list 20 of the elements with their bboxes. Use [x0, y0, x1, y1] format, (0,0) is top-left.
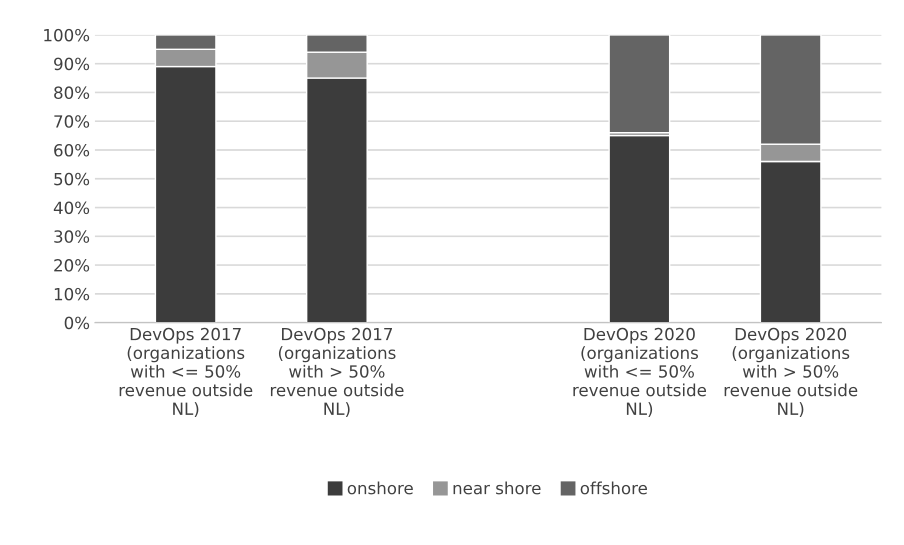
y-tick-label: 30% [54, 230, 90, 243]
legend-label: near shore [454, 482, 541, 494]
bar [608, 34, 670, 134]
y-tick-label: 100% [44, 28, 90, 42]
legend-label: onshore [348, 482, 413, 494]
y-tick-label: 90% [54, 58, 90, 70]
bar [608, 134, 670, 323]
x-tick-label: DevOps 2017 (organizations with > 50% revenue outside NL) [270, 328, 404, 418]
y-tick-label: 50% [54, 172, 90, 186]
y-tick-label: 0% [64, 316, 90, 330]
x-tick-label: DevOps 2020 (organizations with <= 50% revenue outside NL) [573, 328, 706, 418]
x-tick-label: DevOps 2020 (organizations with > 50% revenue outside NL) [724, 328, 858, 418]
y-tick-label: 80% [54, 86, 90, 99]
x-tick-label: DevOps 2017 (organizations with <= 50% revenue outside NL) [120, 328, 252, 418]
y-tick-label: 70% [54, 115, 90, 128]
y-tick-label: 20% [54, 259, 90, 272]
y-tick-label: 60% [54, 144, 90, 157]
legend-label: offshore [580, 482, 647, 494]
y-tick-label: 10% [54, 288, 90, 300]
y-tick-label: 40% [54, 202, 90, 214]
